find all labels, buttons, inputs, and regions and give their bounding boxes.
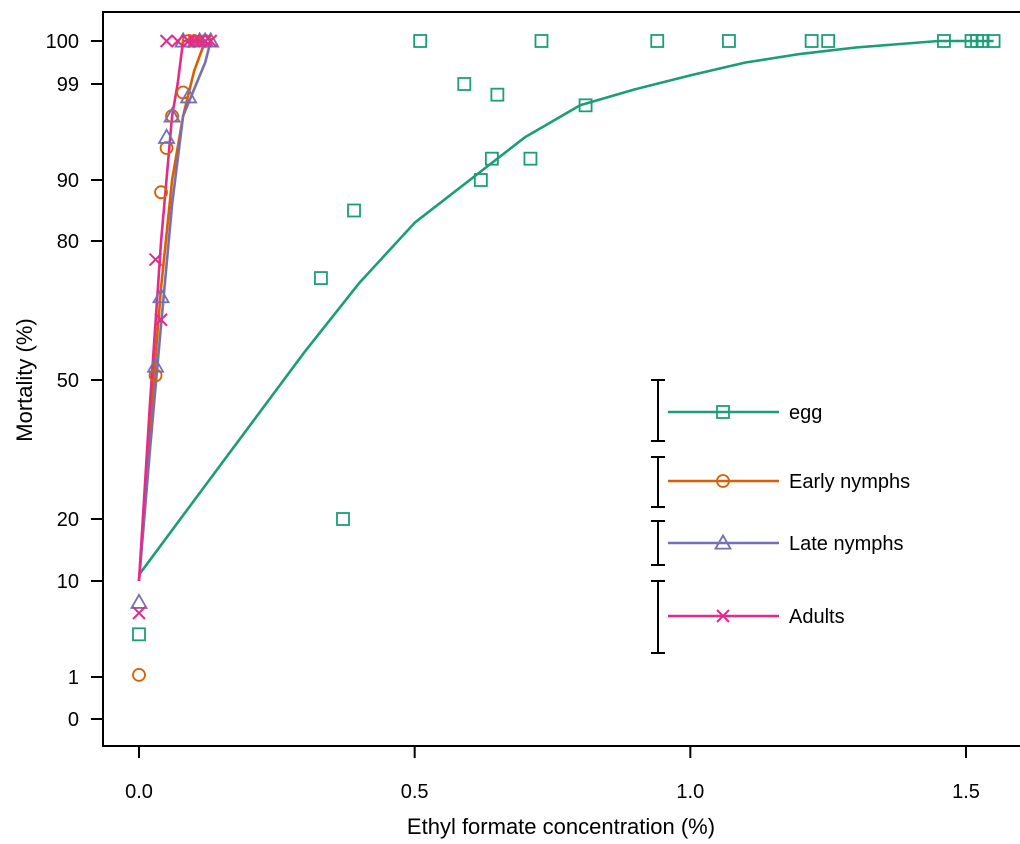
egg-point bbox=[722, 34, 736, 48]
late-nymphs-curve bbox=[137, 40, 212, 582]
egg-point bbox=[473, 173, 488, 187]
egg-point bbox=[347, 203, 361, 218]
y-axis: 0 1 10 20 50 80 90 99 100 bbox=[46, 31, 103, 731]
y-tick-label: 99 bbox=[57, 74, 79, 96]
adults-point bbox=[181, 34, 196, 48]
y-tick-label: 80 bbox=[57, 231, 79, 253]
adults-point bbox=[132, 606, 146, 620]
x-tick-label: 1.5 bbox=[952, 781, 980, 803]
egg-point bbox=[821, 34, 836, 48]
plot-border bbox=[102, 11, 1020, 747]
y-tick-label: 50 bbox=[57, 370, 79, 392]
y-tick-label: 20 bbox=[57, 509, 79, 531]
fitted-curves bbox=[137, 39, 994, 582]
x-tick-label: 0.5 bbox=[401, 781, 429, 803]
x-axis: 0.0 0.5 1.0 1.5 bbox=[125, 746, 980, 803]
egg-point bbox=[336, 512, 350, 526]
late-nymphs-point bbox=[129, 593, 149, 609]
late-nymphs-legend-marker bbox=[713, 533, 733, 550]
late-nymphs-legend-bracket bbox=[651, 520, 665, 566]
early-nymphs-legend-marker bbox=[716, 474, 730, 488]
egg-legend-bracket bbox=[651, 379, 665, 442]
y-tick-label: 1 bbox=[68, 667, 79, 689]
legend: egg Early nymphs Late nymphs Adults bbox=[651, 379, 910, 654]
early-nymphs-legend-bracket bbox=[651, 456, 665, 508]
adults-point bbox=[187, 34, 201, 48]
late-nymphs-point bbox=[179, 87, 198, 104]
y-tick-label: 0 bbox=[68, 709, 79, 731]
egg-point bbox=[986, 34, 1001, 48]
y-tick-label: 100 bbox=[46, 31, 79, 53]
adults-point bbox=[154, 313, 168, 327]
late-nymphs-point bbox=[157, 128, 176, 144]
early-nymphs-legend-label: Early nymphs bbox=[789, 471, 910, 493]
egg-point bbox=[413, 34, 428, 48]
early-nymphs-point bbox=[148, 368, 163, 383]
y-tick-label: 90 bbox=[57, 170, 79, 192]
egg-point bbox=[804, 34, 819, 48]
y-tick-label: 10 bbox=[57, 571, 79, 593]
adults-legend-bracket bbox=[651, 580, 665, 654]
egg-point bbox=[314, 271, 328, 285]
late-nymphs-point bbox=[163, 106, 182, 123]
egg-point bbox=[523, 151, 538, 166]
late-nymphs-legend-label: Late nymphs bbox=[789, 533, 904, 555]
x-tick-label: 0.0 bbox=[125, 781, 153, 803]
early-nymphs-curve bbox=[137, 40, 207, 582]
adults-point bbox=[148, 252, 163, 267]
late-nymphs-point bbox=[152, 287, 171, 304]
egg-legend-label: egg bbox=[789, 402, 822, 424]
egg-point bbox=[457, 77, 472, 91]
early-nymphs-point bbox=[159, 141, 174, 155]
x-tick-label: 1.0 bbox=[676, 781, 704, 803]
early-nymphs-point bbox=[154, 185, 168, 200]
egg-point bbox=[132, 627, 146, 642]
adults-point bbox=[159, 34, 174, 48]
egg-point bbox=[975, 34, 990, 48]
adults-point bbox=[203, 34, 218, 48]
early-nymphs-point bbox=[132, 667, 146, 682]
plot-frame bbox=[102, 11, 1020, 747]
x-axis-label: Ethyl formate concentration (%) bbox=[407, 814, 715, 839]
adults-legend-marker bbox=[716, 609, 730, 623]
data-points bbox=[129, 31, 1001, 682]
adults-point bbox=[192, 34, 207, 48]
egg-point bbox=[937, 34, 951, 48]
adults-point bbox=[170, 34, 185, 48]
y-axis-label: Mortality (%) bbox=[12, 318, 37, 441]
late-nymphs-point bbox=[146, 356, 165, 373]
egg-point bbox=[484, 151, 499, 166]
egg-point bbox=[578, 98, 593, 113]
egg-point bbox=[534, 34, 549, 48]
adults-legend-label: Adults bbox=[789, 606, 845, 628]
egg-legend-marker bbox=[716, 405, 730, 419]
egg-point bbox=[650, 34, 665, 48]
adults-point bbox=[198, 34, 212, 48]
egg-curve bbox=[137, 39, 994, 576]
egg-point bbox=[490, 87, 505, 102]
